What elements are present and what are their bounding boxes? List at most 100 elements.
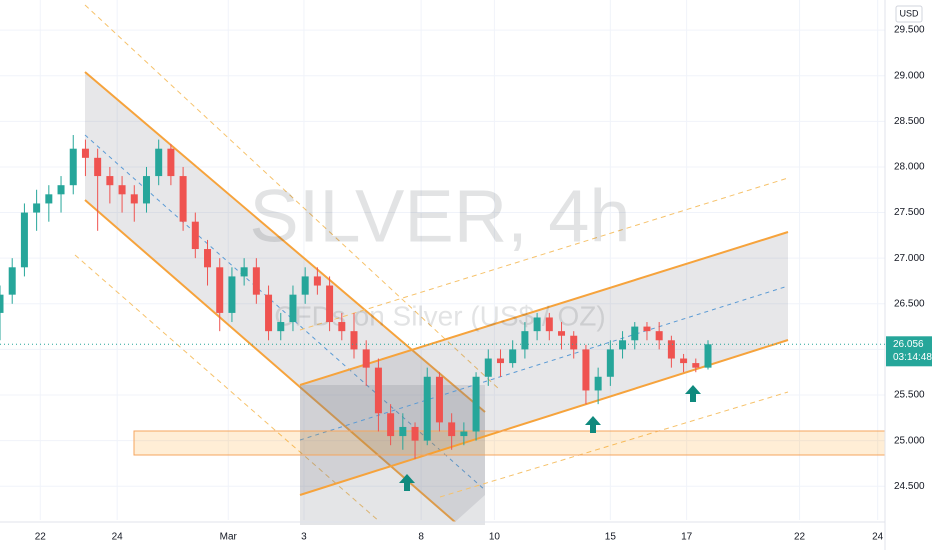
candle-body <box>558 331 566 336</box>
x-tick-label: Mar <box>220 532 238 543</box>
axes: 24.50025.00025.50026.00026.50027.00027.5… <box>0 25 932 543</box>
up-channel-outer <box>439 391 789 498</box>
candle-body <box>533 317 541 332</box>
candle-body <box>228 276 236 313</box>
x-tick-label: 10 <box>489 532 501 543</box>
candle-body <box>521 331 529 350</box>
candle-body <box>606 349 614 377</box>
candle-body <box>435 376 443 423</box>
up-channel-mid <box>299 285 789 441</box>
arrow <box>585 416 601 433</box>
candle-body <box>94 157 102 177</box>
candle-body <box>33 203 41 213</box>
candles <box>0 135 712 459</box>
candle-body <box>0 294 4 313</box>
candle-body <box>387 413 395 437</box>
last-price-label: 26.056 <box>893 339 924 350</box>
arrow <box>685 385 701 402</box>
candle-body <box>45 194 53 204</box>
candle-body <box>118 185 126 195</box>
up-channel-upper <box>299 231 789 386</box>
candle-body <box>326 285 334 323</box>
candle-body <box>411 426 419 441</box>
currency: USD <box>899 8 919 18</box>
up-channel-fill <box>300 232 788 495</box>
candle-body <box>277 322 285 332</box>
drawings <box>74 4 886 525</box>
x-tick-label: 3 <box>301 532 307 543</box>
down-channel-outer <box>84 4 501 391</box>
candle-body <box>631 326 639 341</box>
x-tick-label: 15 <box>605 532 617 543</box>
candle-body <box>362 349 370 368</box>
grid <box>0 0 885 520</box>
x-tick-label: 22 <box>35 532 47 543</box>
candle-body <box>655 331 663 341</box>
candle-body <box>582 349 590 391</box>
candle-body <box>81 148 89 158</box>
candle-body <box>130 194 138 204</box>
y-tick-label: 27.500 <box>894 207 925 218</box>
candle-body <box>570 335 578 350</box>
y-tick-label: 29.000 <box>894 70 925 81</box>
candle-body <box>448 422 456 437</box>
candle-body <box>643 326 651 332</box>
candle-body <box>179 176 187 222</box>
y-tick-label: 24.500 <box>894 481 925 492</box>
y-tick-label: 27.000 <box>894 253 925 264</box>
candle-body <box>57 185 65 195</box>
candle-body <box>142 176 150 204</box>
x-tick-label: 24 <box>112 532 124 543</box>
candle-body <box>313 276 321 286</box>
candle-body <box>191 221 199 250</box>
candle-body <box>619 340 627 350</box>
countdown: 03:14:48 <box>893 352 932 363</box>
candle-body <box>155 148 163 177</box>
candle-body <box>8 267 16 295</box>
candle-body <box>704 344 712 368</box>
candle-body <box>350 331 358 350</box>
candle-body <box>423 376 431 441</box>
down-channel-mid <box>84 134 486 491</box>
support-zone <box>133 430 886 456</box>
candle-body <box>69 148 77 186</box>
candle-body <box>252 267 260 295</box>
up-channel-outer <box>299 177 789 331</box>
candle-body <box>265 294 273 332</box>
candle-body <box>338 322 346 332</box>
candle-body <box>594 376 602 391</box>
y-tick-label: 26.500 <box>894 298 925 309</box>
watermark-subtitle: CFDs on Silver (US$ / OZ) <box>274 300 605 331</box>
candle-body <box>484 358 492 377</box>
candle-body <box>240 267 248 277</box>
candle-body <box>374 367 382 414</box>
watermark-title: SILVER, 4h <box>249 175 630 258</box>
candle-body <box>692 363 700 368</box>
candle-body <box>289 294 297 323</box>
y-tick-label: 28.000 <box>894 162 925 173</box>
candle-body <box>20 212 28 268</box>
candle-body <box>472 376 480 432</box>
currency-box[interactable] <box>895 5 923 23</box>
candle-body <box>399 426 407 437</box>
candle-body <box>509 349 517 364</box>
candle-body <box>106 176 114 186</box>
x-tick-label: 22 <box>794 532 806 543</box>
candle-body <box>204 249 212 268</box>
down-channel-outer <box>74 254 381 523</box>
candle-body <box>216 267 224 313</box>
y-tick-label: 28.500 <box>894 116 925 127</box>
candle-body <box>167 148 175 177</box>
down-channel-upper <box>84 71 486 413</box>
candle-body <box>460 431 468 437</box>
y-tick-label: 29.500 <box>894 25 925 36</box>
candle-body <box>680 358 688 364</box>
y-tick-label: 25.000 <box>894 435 925 446</box>
arrows <box>399 385 701 491</box>
last-price-box <box>886 336 932 367</box>
down-channel-lower <box>84 199 456 523</box>
candle-body <box>667 340 675 359</box>
candle-body <box>545 317 553 332</box>
candle-body <box>496 358 504 364</box>
